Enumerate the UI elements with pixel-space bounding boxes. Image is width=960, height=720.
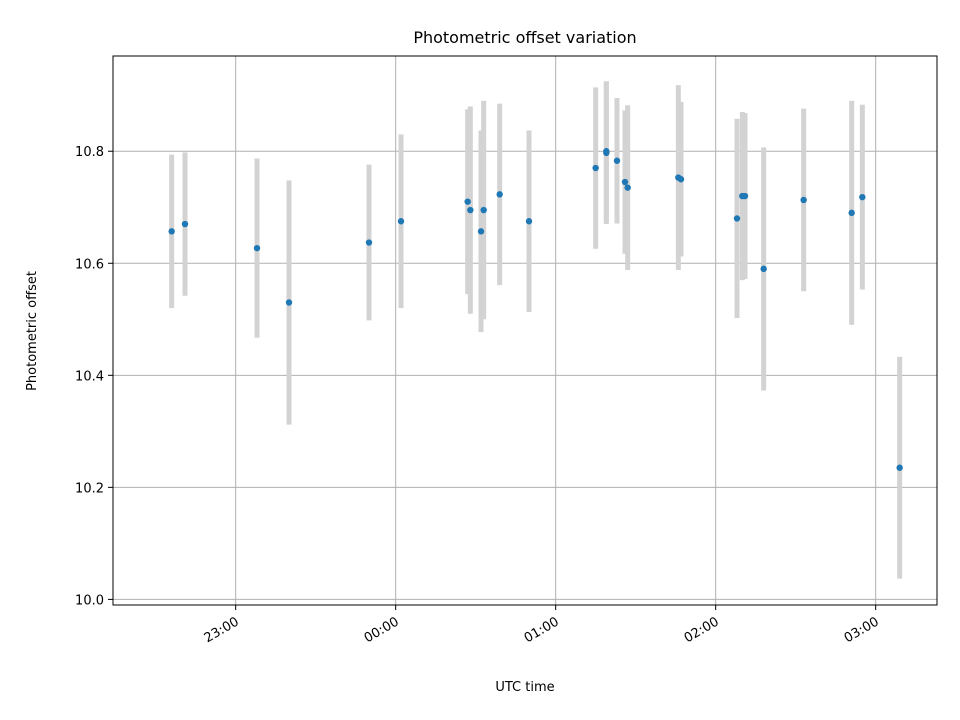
data-point	[677, 176, 685, 183]
data-point	[181, 220, 189, 228]
chart-title: Photometric offset variation	[413, 28, 636, 47]
data-point	[253, 244, 261, 252]
data-point	[480, 206, 487, 214]
plot-frame	[112, 55, 938, 606]
data-point	[800, 196, 807, 204]
data-point	[603, 148, 610, 155]
y-tick-label: 10.0	[75, 593, 104, 608]
data-point	[285, 299, 293, 306]
y-tick-label: 10.4	[75, 369, 104, 384]
plot-area	[113, 56, 937, 605]
data-point	[365, 239, 373, 246]
data-point	[477, 228, 485, 235]
data-point	[621, 178, 629, 186]
data-point	[397, 218, 405, 225]
data-point	[733, 215, 741, 222]
data-point	[525, 218, 533, 225]
y-tick-label: 10.2	[75, 481, 104, 496]
data-point	[624, 184, 631, 191]
data-point	[848, 209, 855, 217]
y-axis-ticks: 10.0 10.2 10.4 10.6 10.8	[75, 145, 113, 608]
y-axis-label: Photometric offset	[25, 271, 40, 391]
data-point	[896, 464, 903, 471]
y-tick-label: 10.6	[75, 257, 104, 272]
data-point	[467, 206, 474, 214]
data-points	[168, 148, 903, 471]
data-point	[741, 192, 749, 200]
data-point	[592, 164, 599, 172]
x-axis-label: UTC time	[495, 680, 554, 695]
data-point	[168, 228, 175, 235]
y-tick-label: 10.8	[75, 145, 104, 160]
data-point	[760, 265, 767, 273]
data-point	[464, 198, 471, 205]
data-point	[613, 157, 621, 164]
grid-lines	[113, 56, 937, 605]
data-point	[859, 193, 866, 201]
data-point	[496, 191, 503, 198]
